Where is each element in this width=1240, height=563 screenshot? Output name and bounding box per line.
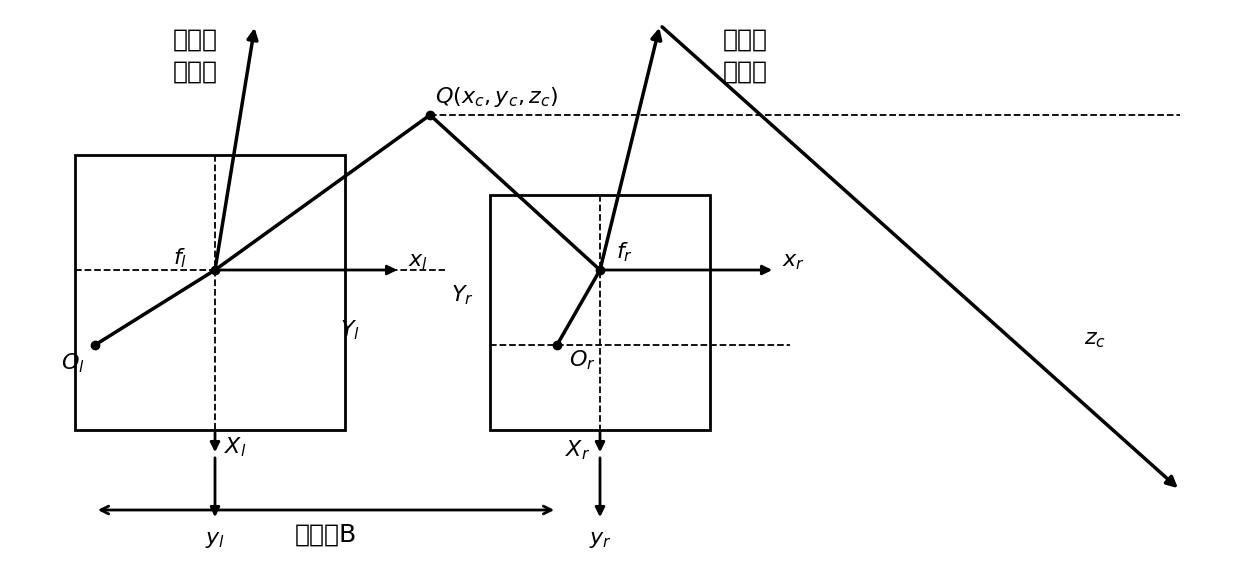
Text: 头光轴: 头光轴 xyxy=(723,60,768,84)
Text: $Y_r$: $Y_r$ xyxy=(450,283,474,307)
Text: 左摄像: 左摄像 xyxy=(172,28,217,52)
Text: 右摄像: 右摄像 xyxy=(723,28,768,52)
Text: $X_l$: $X_l$ xyxy=(223,435,247,459)
Text: $y_l$: $y_l$ xyxy=(205,530,224,550)
Text: $Q(x_c,y_c,z_c)$: $Q(x_c,y_c,z_c)$ xyxy=(435,85,558,109)
Text: $X_r$: $X_r$ xyxy=(565,438,590,462)
Text: $f_l$: $f_l$ xyxy=(172,246,187,270)
Text: $z_c$: $z_c$ xyxy=(1084,330,1106,350)
Text: 基线距B: 基线距B xyxy=(295,523,357,547)
Text: $y_r$: $y_r$ xyxy=(589,530,611,550)
Text: $O_r$: $O_r$ xyxy=(569,348,595,372)
Bar xyxy=(490,195,711,430)
Text: $x_l$: $x_l$ xyxy=(408,252,428,272)
Text: $Y_l$: $Y_l$ xyxy=(340,318,360,342)
Text: 头光轴: 头光轴 xyxy=(172,60,217,84)
Text: $O_l$: $O_l$ xyxy=(61,351,84,375)
Bar xyxy=(74,155,345,430)
Text: $f_r$: $f_r$ xyxy=(616,240,634,264)
Text: $x_r$: $x_r$ xyxy=(781,252,805,272)
